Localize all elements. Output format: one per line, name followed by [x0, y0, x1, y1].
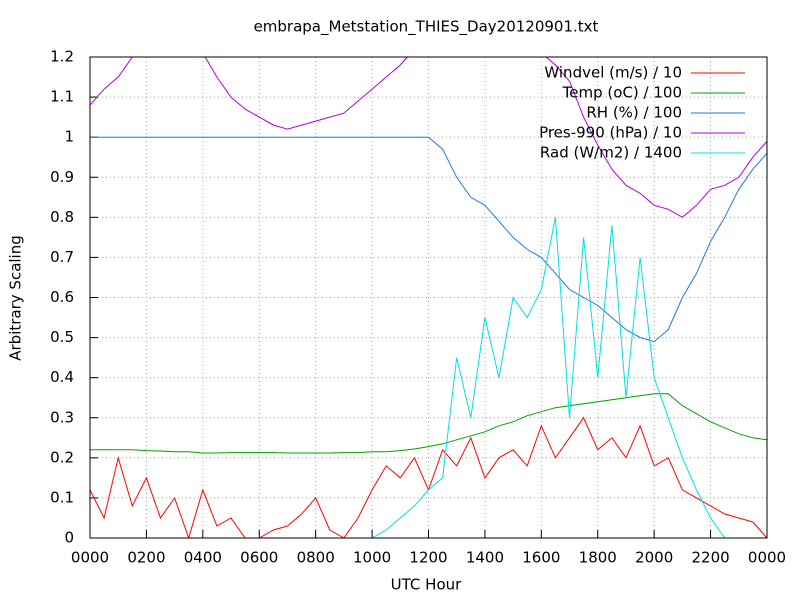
legend-label: Temp (oC) / 100 [562, 84, 682, 102]
x-tick-label: 1800 [579, 549, 617, 567]
legend-label: Windvel (m/s) / 10 [544, 64, 682, 82]
series-line [90, 393, 767, 454]
legend-label: Rad (W/m2) / 1400 [540, 144, 682, 162]
x-tick-label: 0400 [184, 549, 222, 567]
x-axis-label: UTC Hour [391, 576, 462, 594]
y-tick-label: 0.8 [50, 208, 74, 226]
x-tick-label: 1600 [522, 549, 560, 567]
y-tick-label: 0.3 [50, 408, 74, 426]
x-tick-label: 1000 [353, 549, 391, 567]
x-tick-label: 2000 [635, 549, 673, 567]
y-tick-label: 0.1 [50, 488, 74, 506]
y-tick-label: 1.1 [50, 88, 74, 106]
x-tick-label: 0800 [297, 549, 335, 567]
y-tick-label: 0.5 [50, 328, 74, 346]
series-line [90, 136, 767, 343]
y-tick-label: 0 [64, 529, 74, 547]
plot-border [89, 56, 768, 539]
y-tick-label: 0.2 [50, 448, 74, 466]
x-tick-label: 1200 [409, 549, 447, 567]
chart-title: embrapa_Metstation_THIES_Day20120901.txt [254, 18, 599, 37]
plot-area [90, 57, 767, 538]
y-tick-label: 1 [64, 128, 74, 146]
y-tick-label: 0.7 [50, 248, 74, 266]
x-tick-label: 1400 [466, 549, 504, 567]
legend: Windvel (m/s) / 10 Temp (oC) / 100 RH (%) … [539, 64, 745, 162]
x-tick-label: 0000 [71, 549, 109, 567]
legend-label: Pres-990 (hPa) / 10 [539, 124, 682, 142]
y-tick-label: 1.2 [50, 48, 74, 66]
series-line [90, 217, 767, 538]
y-tick-label: 0.6 [50, 288, 74, 306]
x-tick-label: 2200 [691, 549, 729, 567]
x-tick-label: 0200 [127, 549, 165, 567]
legend-label: RH (%) / 100 [586, 104, 682, 122]
x-tick-label: 0600 [240, 549, 278, 567]
y-tick-label: 0.4 [50, 368, 74, 386]
y-axis-label: Arbitrary Scaling [7, 235, 25, 361]
y-tick-label: 0.9 [50, 168, 74, 186]
x-tick-label: 0000 [748, 549, 786, 567]
series-line [90, 57, 767, 218]
